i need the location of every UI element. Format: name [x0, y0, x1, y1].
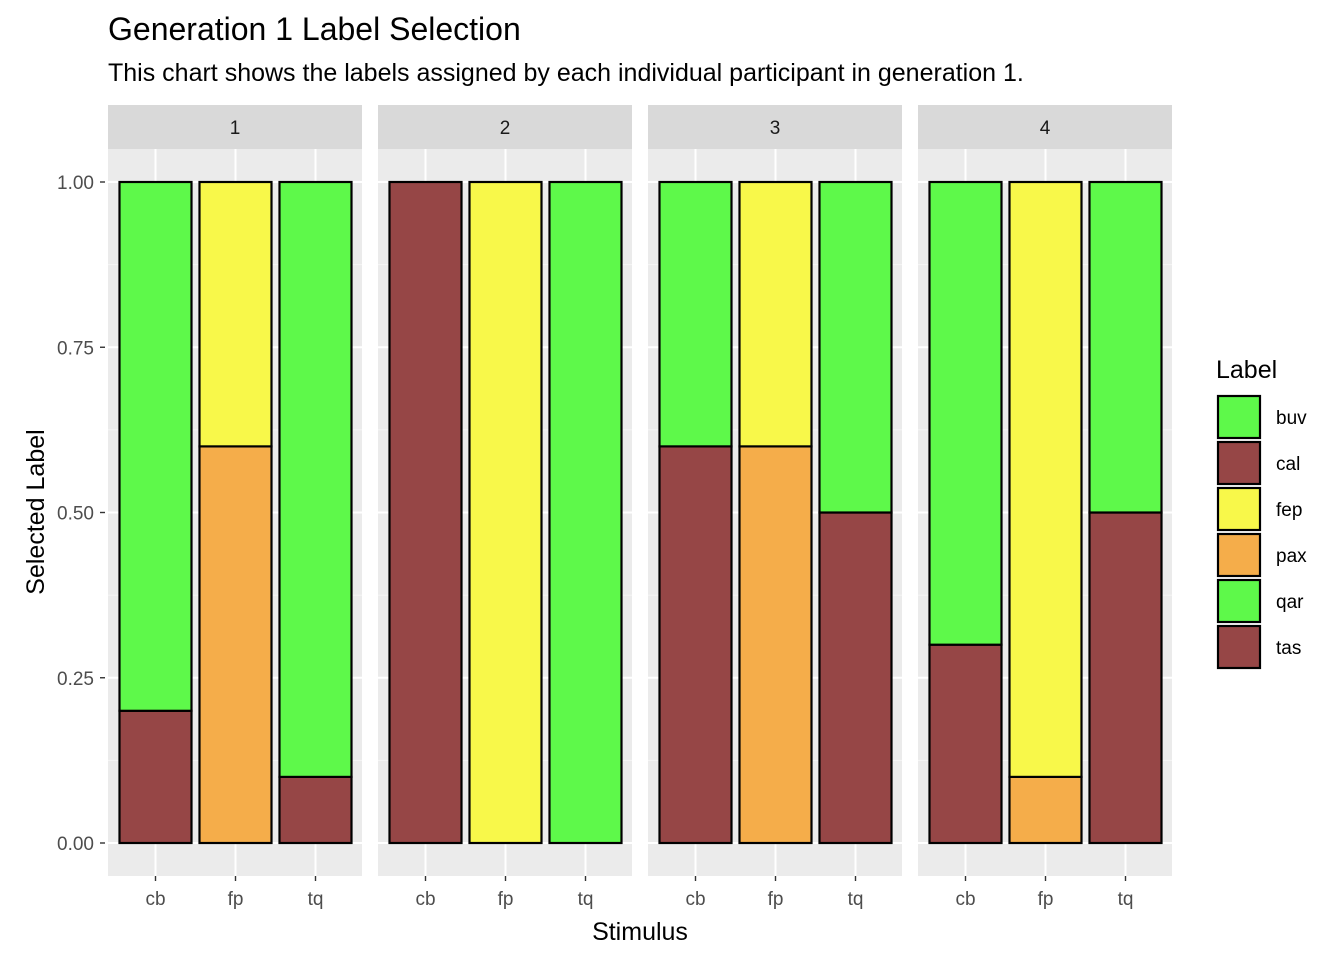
chart-subtitle: This chart shows the labels assigned by …	[108, 59, 1024, 87]
chart-title: Generation 1 Label Selection	[108, 11, 521, 47]
x-tick-label: tq	[578, 889, 594, 910]
bar-segment-qar	[1088, 180, 1163, 514]
legend-swatch	[1216, 440, 1262, 486]
y-tick-label: 1.00	[57, 173, 94, 194]
y-tick-label: 0.50	[57, 504, 94, 525]
legend-swatch	[1216, 394, 1262, 440]
y-axis: 0.00 0.25 0.50 0.75 1.00	[57, 173, 105, 855]
legend-label: buv	[1276, 408, 1307, 429]
bar-segment-fep	[198, 180, 273, 448]
facet-strip-label: 1	[230, 118, 241, 139]
bar-segment-tas	[278, 775, 353, 845]
legend-items: buv cal fep pax qar tas	[1216, 394, 1307, 670]
y-axis-title: Selected Label	[22, 429, 50, 594]
bar-segment-tas	[658, 445, 733, 845]
facet-panel-4: 4 cb fp tq	[918, 105, 1172, 910]
bar-segment-pax	[738, 445, 813, 845]
facet-panel-3: 3 cb fp tq	[648, 105, 902, 910]
bar-segment-tas	[818, 511, 893, 845]
bar-segment-buv	[548, 180, 623, 845]
facet-panels: 1 cb fp tq 2 cb fp tq 3 cb fp tq 4 cb fp tq	[108, 105, 1172, 910]
bar-segment-qar	[118, 180, 193, 712]
bar-segment-tas	[928, 643, 1003, 845]
bar-segment-fep	[738, 180, 813, 448]
x-axis-title: Stimulus	[592, 918, 688, 946]
legend-label: fep	[1276, 500, 1302, 521]
legend-item-buv: buv	[1216, 394, 1307, 440]
x-tick-label: cb	[145, 889, 165, 910]
x-tick-label: tq	[1118, 889, 1134, 910]
bar-segment-cal	[388, 180, 463, 845]
facet-panel-2: 2 cb fp tq	[378, 105, 632, 910]
legend-item-qar: qar	[1216, 578, 1304, 624]
bar-segment-pax	[198, 445, 273, 845]
legend-label: cal	[1276, 454, 1300, 475]
bar-segment-tas	[1088, 511, 1163, 845]
legend-item-cal: cal	[1216, 440, 1300, 486]
y-tick-label: 0.00	[57, 834, 94, 855]
y-tick-label: 0.25	[57, 669, 94, 690]
facet-strip	[378, 105, 632, 149]
facet-strip	[108, 105, 362, 149]
legend-item-tas: tas	[1216, 624, 1301, 670]
legend: Label buv cal fep pax qar tas	[1216, 356, 1307, 670]
x-tick-label: tq	[848, 889, 864, 910]
facet-strip-label: 3	[770, 118, 781, 139]
facet-strip	[918, 105, 1172, 149]
legend-swatch	[1216, 624, 1262, 670]
bar-segment-qar	[658, 180, 733, 448]
bar-segment-qar	[818, 180, 893, 514]
facet-strip-label: 4	[1040, 118, 1051, 139]
bar-segment-fep	[468, 180, 543, 845]
bar-segment-qar	[928, 180, 1003, 646]
x-tick-label: cb	[415, 889, 435, 910]
x-tick-label: tq	[308, 889, 324, 910]
legend-title: Label	[1216, 356, 1277, 384]
legend-label: tas	[1276, 638, 1301, 659]
legend-swatch	[1216, 486, 1262, 532]
legend-swatch	[1216, 578, 1262, 624]
legend-label: pax	[1276, 546, 1307, 567]
facet-strip	[648, 105, 902, 149]
x-tick-label: fp	[228, 889, 244, 910]
facet-panel-1: 1 cb fp tq	[108, 105, 362, 910]
x-tick-label: cb	[955, 889, 975, 910]
bar-segment-fep	[1008, 180, 1083, 779]
x-tick-label: fp	[1038, 889, 1054, 910]
bar-segment-tas	[118, 709, 193, 845]
x-tick-label: fp	[768, 889, 784, 910]
y-tick-label: 0.75	[57, 338, 94, 359]
legend-label: qar	[1276, 592, 1304, 613]
legend-item-pax: pax	[1216, 532, 1307, 578]
bar-segment-pax	[1008, 775, 1083, 845]
legend-swatch	[1216, 532, 1262, 578]
legend-item-fep: fep	[1216, 486, 1302, 532]
x-tick-label: fp	[498, 889, 514, 910]
facet-strip-label: 2	[500, 118, 511, 139]
x-tick-label: cb	[685, 889, 705, 910]
bar-segment-qar	[278, 180, 353, 779]
